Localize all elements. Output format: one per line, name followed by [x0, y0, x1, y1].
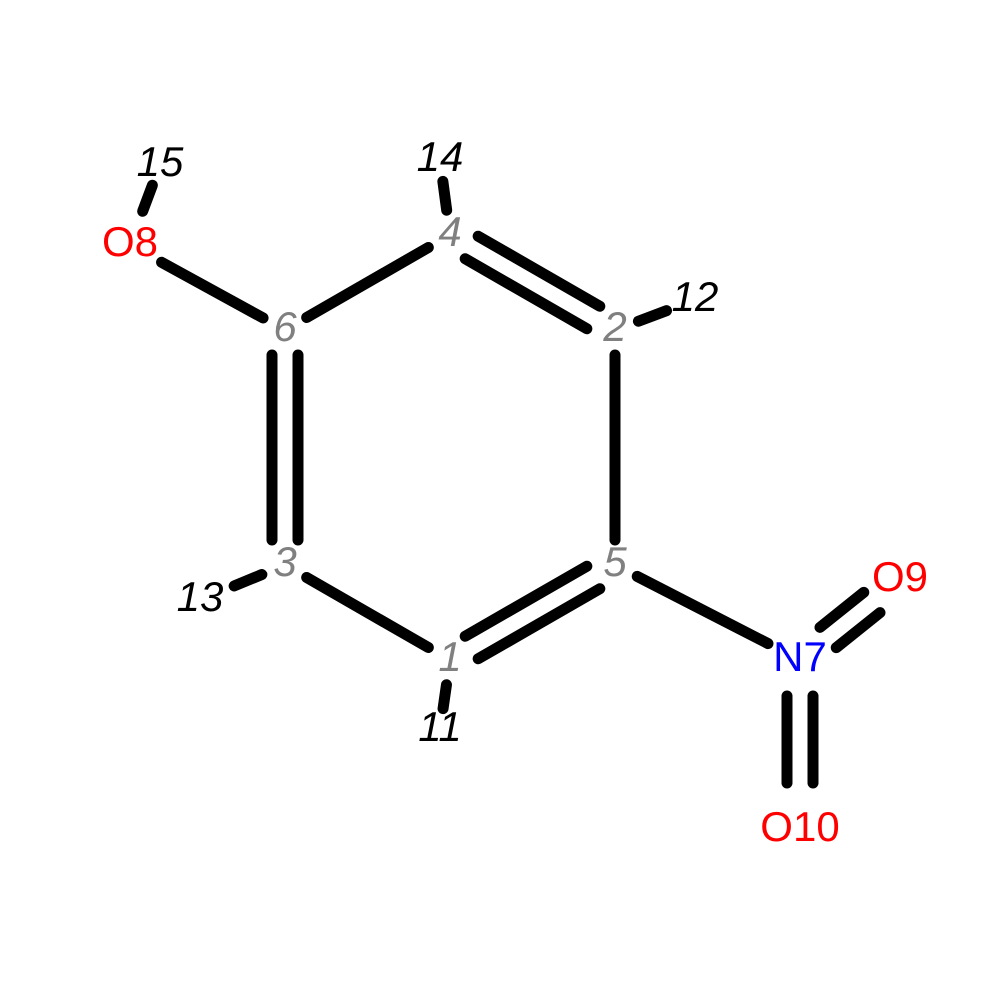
bond-line	[143, 185, 153, 211]
atom-label-11: 11	[418, 703, 462, 750]
atom-label-4: 4	[438, 208, 461, 255]
atom-label-1: 1	[438, 633, 461, 680]
atom-label-13: 13	[177, 573, 224, 620]
atom-label-8: O8	[102, 218, 158, 265]
atom-label-2: 2	[602, 303, 626, 350]
bond-line	[836, 613, 880, 648]
bond-line	[820, 592, 864, 627]
atom-label-14: 14	[417, 133, 464, 180]
atom-label-7: N7	[773, 633, 827, 680]
labels-layer: 123456N7O8O9O101112131415	[102, 133, 928, 850]
atom-label-5: 5	[603, 538, 627, 585]
bond-line	[638, 311, 666, 322]
bonds-layer	[143, 181, 880, 783]
bond-line	[162, 262, 264, 318]
atom-label-9: O9	[872, 553, 928, 600]
bond-line	[637, 576, 768, 643]
bond-line	[307, 577, 429, 647]
atom-label-12: 12	[672, 273, 719, 320]
atom-label-10: O10	[760, 803, 839, 850]
bond-line	[307, 247, 429, 317]
atom-label-6: 6	[273, 303, 297, 350]
atom-label-15: 15	[137, 138, 184, 185]
atom-label-3: 3	[273, 538, 296, 585]
bond-line	[443, 181, 447, 210]
molecule-diagram: 123456N7O8O9O101112131415	[0, 0, 1000, 1000]
bond-line	[234, 575, 262, 586]
